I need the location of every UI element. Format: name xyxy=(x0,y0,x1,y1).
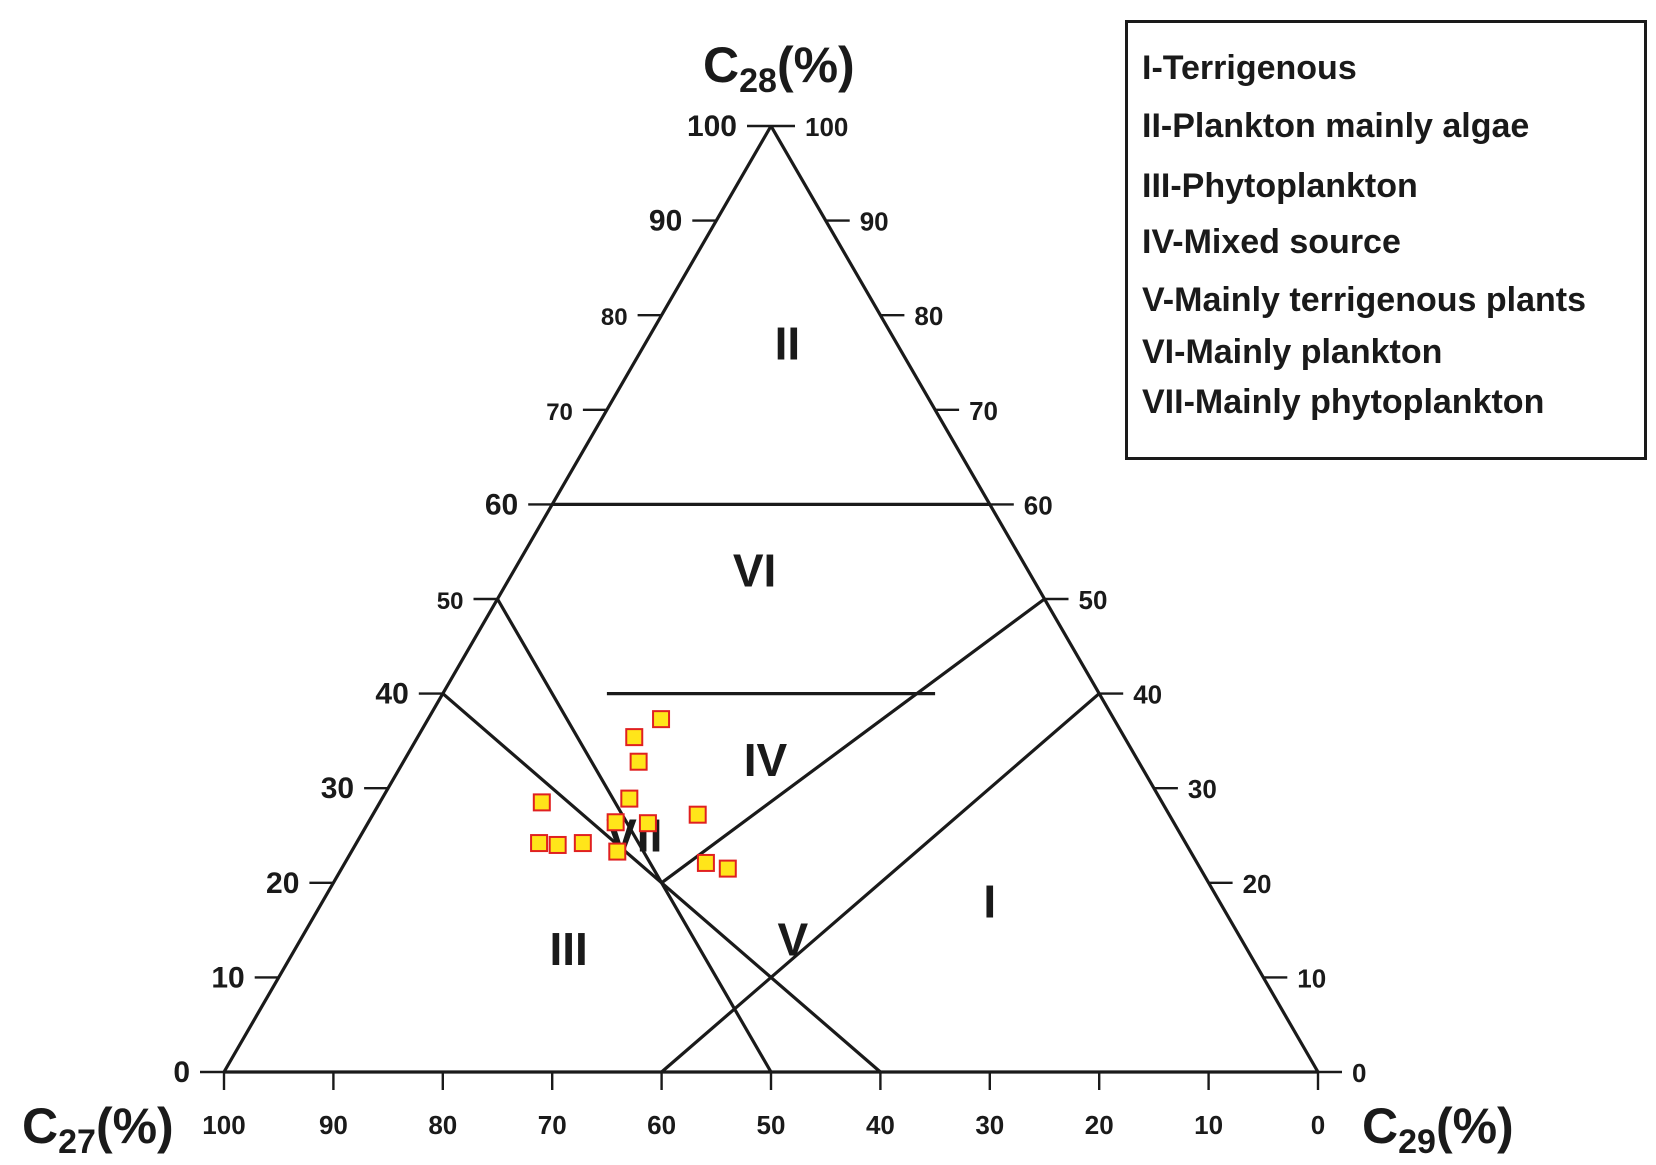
tick-label-bottom-70: 30 xyxy=(975,1110,1004,1140)
tick-label-left-60: 60 xyxy=(485,488,518,521)
data-point xyxy=(608,842,627,861)
tick-label-bottom-60: 40 xyxy=(866,1110,895,1140)
tick-label-left-70: 70 xyxy=(546,399,573,426)
tick-label-bottom-30: 70 xyxy=(538,1110,567,1140)
tick-label-bottom-20: 80 xyxy=(428,1110,457,1140)
tick-label-left-40: 40 xyxy=(375,678,408,711)
tick-label-bottom-80: 20 xyxy=(1085,1110,1114,1140)
region-dividers xyxy=(441,502,1101,1074)
axis-title-right-letter: C xyxy=(1362,1098,1398,1154)
tick-label-left-90: 90 xyxy=(649,205,682,238)
region-label-I: I xyxy=(983,876,996,928)
tick-label-bottom-100: 0 xyxy=(1311,1110,1325,1140)
tick-label-right-10: 90 xyxy=(860,207,889,237)
axis-title-top-letter: C xyxy=(703,37,739,93)
data-point xyxy=(573,834,592,853)
tick-label-right-20: 80 xyxy=(914,301,943,331)
tick-label-bottom-10: 90 xyxy=(319,1110,348,1140)
tick-label-left-10: 10 xyxy=(211,961,244,994)
tick-label-bottom-90: 10 xyxy=(1194,1110,1223,1140)
data-point xyxy=(688,805,707,824)
legend-item-IV: IV-Mixed source xyxy=(1142,223,1401,261)
legend-item-III: III-Phytoplankton xyxy=(1142,167,1418,205)
axis-title-top: C28(%) xyxy=(703,37,855,100)
axis-titles: C28(%)C27(%) C29(%) xyxy=(22,37,1514,1161)
tick-label-right-80: 20 xyxy=(1243,869,1272,899)
divider-VII-VI xyxy=(496,598,663,884)
tick-label-right-40: 60 xyxy=(1024,490,1053,520)
axis-title-top-unit: (%) xyxy=(777,37,855,93)
legend-item-I: I-Terrigenous xyxy=(1142,49,1357,87)
legend-item-V: V-Mainly terrigenous plants xyxy=(1142,281,1586,319)
axis-title-left: C27(%) xyxy=(22,1098,174,1161)
tick-label-right-70: 30 xyxy=(1188,774,1217,804)
legend-item-VII: VII-Mainly phytoplankton xyxy=(1142,383,1545,421)
tick-label-left-100: 100 xyxy=(687,110,737,143)
data-point xyxy=(606,813,625,832)
tick-label-right-100: 0 xyxy=(1352,1058,1366,1088)
tick-label-bottom-0: 100 xyxy=(202,1110,245,1140)
tick-label-right-50: 50 xyxy=(1079,585,1108,615)
divider-I xyxy=(660,692,1101,1074)
axis-title-right: C29(%) xyxy=(1362,1098,1514,1161)
axis-title-top-subscript: 28 xyxy=(739,62,777,100)
data-point xyxy=(532,793,551,812)
data-point xyxy=(620,789,639,808)
region-label-IV: IV xyxy=(744,734,788,786)
data-point xyxy=(652,710,671,729)
legend-item-VI: VI-Mainly plankton xyxy=(1142,333,1443,371)
divider-VII-V xyxy=(660,881,773,1073)
axis-title-right-subscript: 29 xyxy=(1398,1123,1436,1161)
axis-title-left-unit: (%) xyxy=(96,1098,174,1154)
tick-label-left-80: 80 xyxy=(601,304,628,331)
data-point xyxy=(638,814,657,833)
data-point xyxy=(530,834,549,853)
data-point xyxy=(625,728,644,747)
data-points xyxy=(530,710,737,878)
axis-title-left-letter: C xyxy=(22,1098,58,1154)
tick-label-bottom-40: 60 xyxy=(647,1110,676,1140)
legend-item-II: II-Plankton mainly algae xyxy=(1142,107,1530,145)
tick-label-right-30: 70 xyxy=(969,396,998,426)
data-point xyxy=(696,853,715,872)
tick-label-left-0: 0 xyxy=(173,1056,190,1089)
axis-ticks xyxy=(200,124,1342,1090)
region-label-V: V xyxy=(778,914,809,966)
region-label-VI: VI xyxy=(733,545,776,597)
axis-title-left-subscript: 27 xyxy=(58,1123,96,1161)
tick-label-bottom-50: 50 xyxy=(757,1110,786,1140)
legend: I-Terrigenous II-Plankton mainly algae I… xyxy=(1125,20,1647,460)
tick-label-right-60: 40 xyxy=(1133,680,1162,710)
axis-title-right-unit: (%) xyxy=(1436,1098,1514,1154)
region-label-II: II xyxy=(775,318,801,370)
tick-label-left-30: 30 xyxy=(321,772,354,805)
data-point xyxy=(629,752,648,771)
tick-label-left-20: 20 xyxy=(266,867,299,900)
divider-VI-V xyxy=(660,597,1046,885)
data-point xyxy=(548,835,567,854)
tick-label-left-50: 50 xyxy=(437,588,464,615)
tick-label-right-0: 100 xyxy=(805,112,848,142)
region-label-III: III xyxy=(549,923,587,975)
tick-label-right-90: 10 xyxy=(1297,963,1326,993)
data-point xyxy=(718,859,737,878)
